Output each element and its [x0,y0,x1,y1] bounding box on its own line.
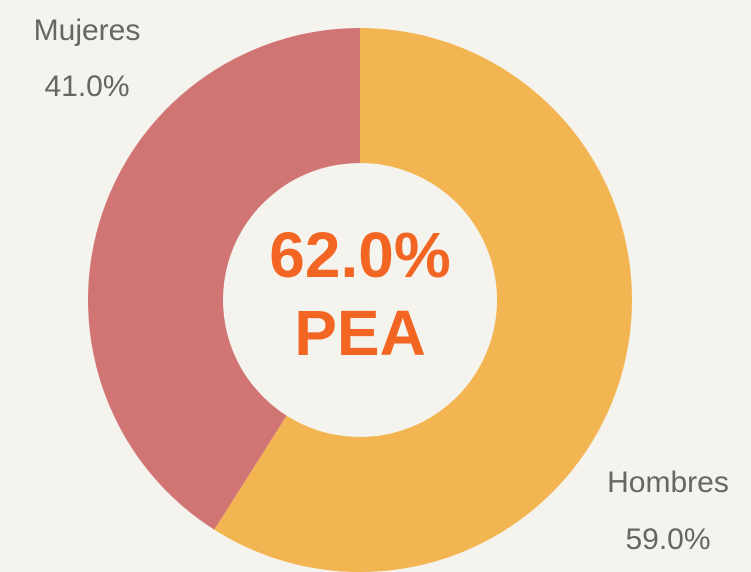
slice-value-label: 41.0% [44,70,129,103]
slice-label: Mujeres [34,14,141,47]
slice [214,28,632,572]
slice-value-label: 59.0% [625,523,710,556]
center-value: 62.0% [269,219,450,291]
center-label: PEA [294,297,426,369]
slice-label: Hombres [607,466,729,499]
slice [88,28,360,530]
